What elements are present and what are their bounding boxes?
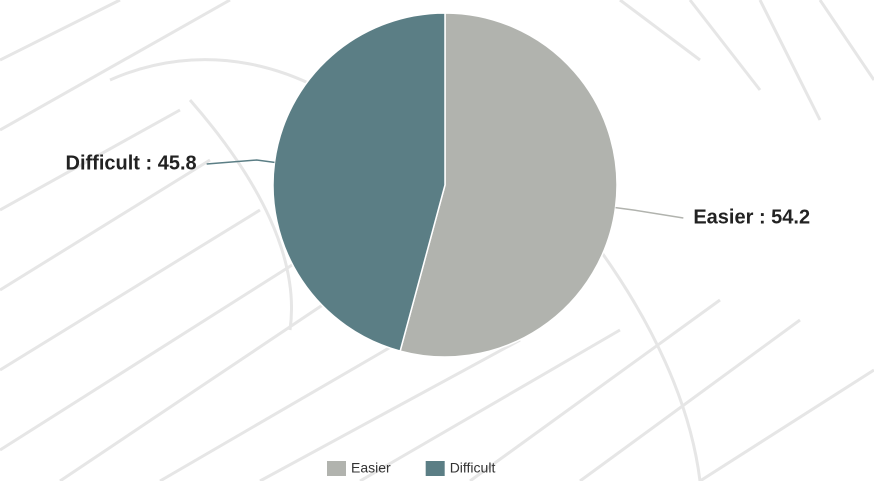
legend-label: Easier [351, 460, 391, 476]
legend-label: Difficult [450, 460, 496, 476]
legend-swatch [327, 461, 346, 476]
leader-line [616, 208, 684, 218]
legend-swatch [426, 461, 445, 476]
data-label: Easier : 54.2 [693, 206, 810, 228]
chart: Easier : 54.2 Difficult : 45.8 Easier Diffi… [0, 0, 874, 481]
data-label: Difficult : 45.8 [66, 152, 197, 174]
